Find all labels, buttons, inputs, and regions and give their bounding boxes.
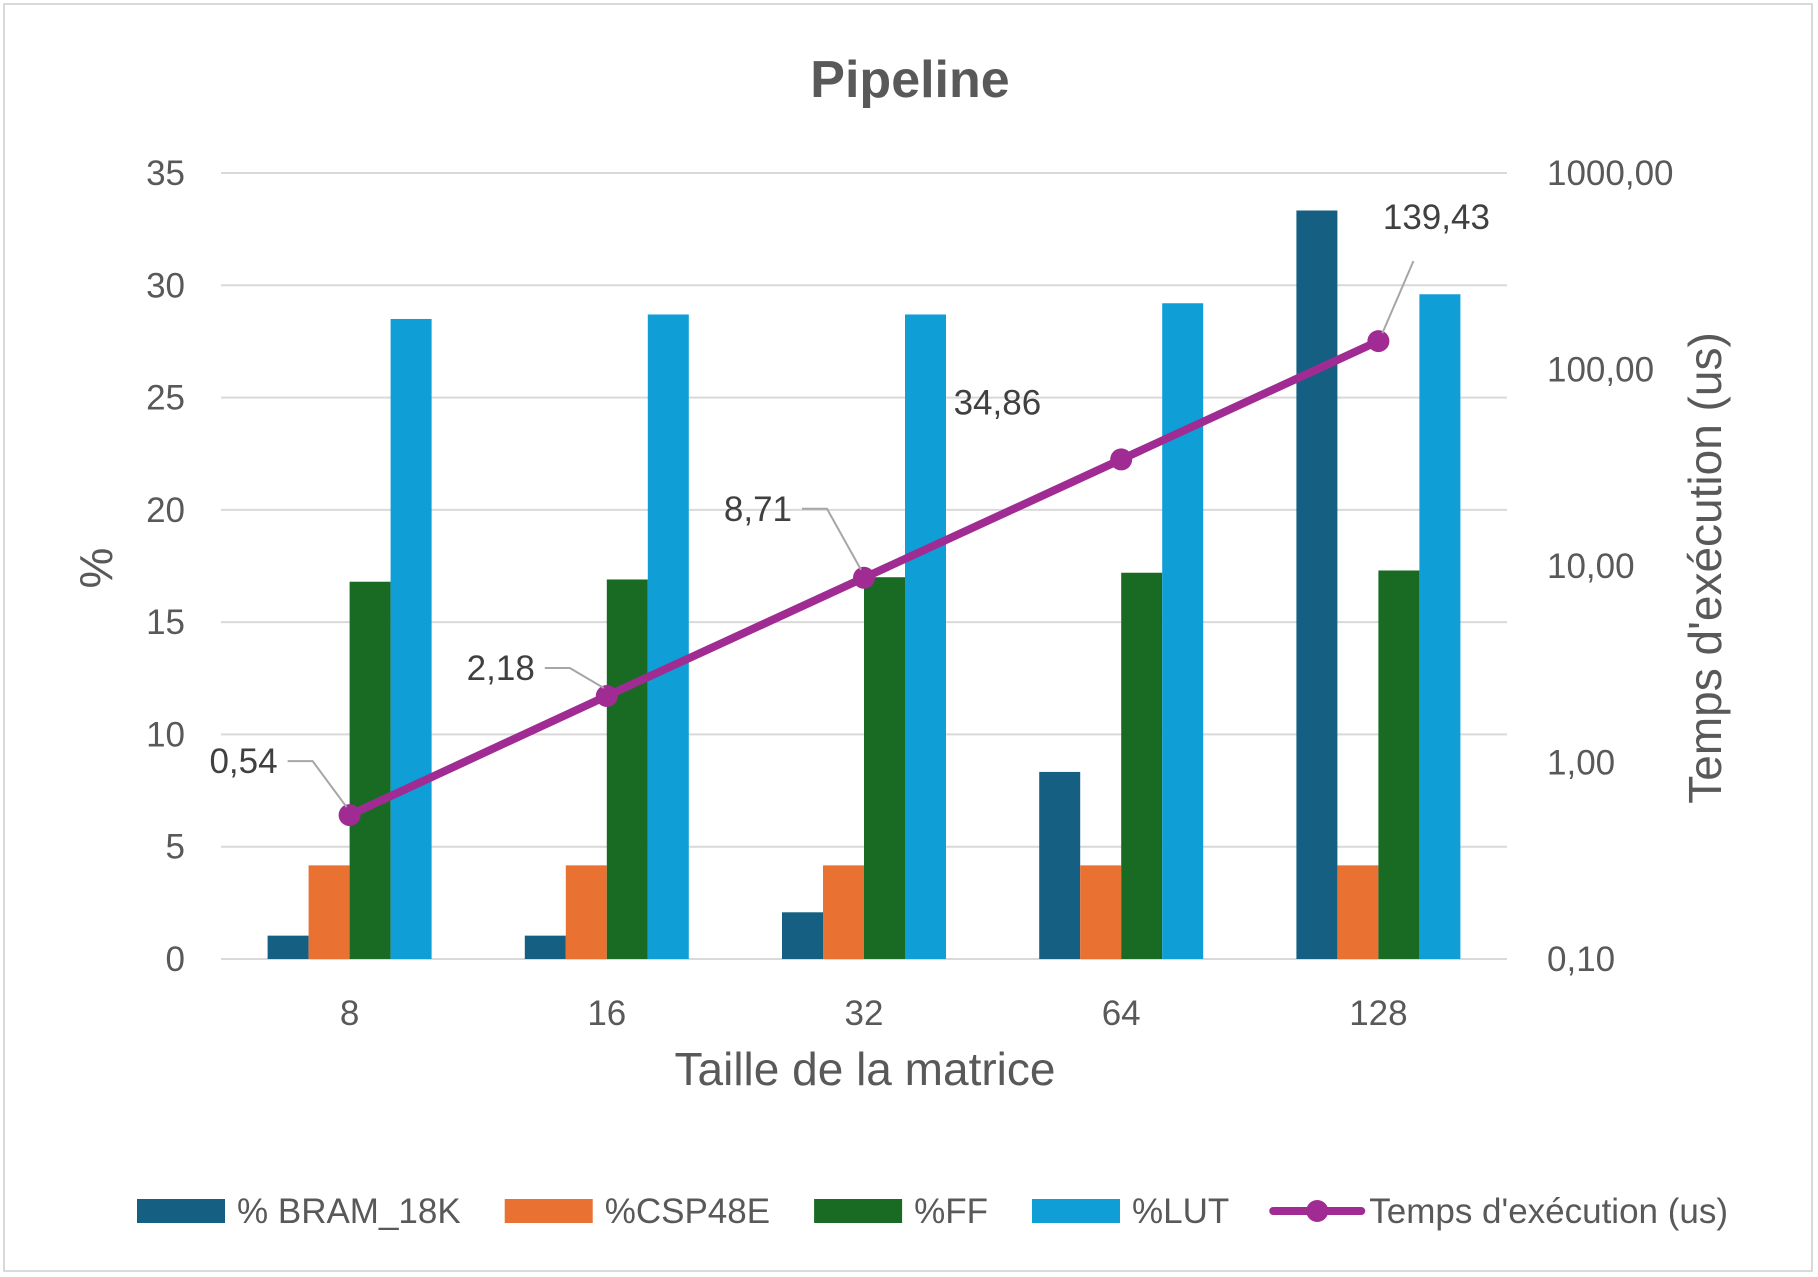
data-label-leader <box>544 666 605 689</box>
legend-swatch <box>504 1199 593 1223</box>
y2-tick-label: 1000,00 <box>1547 154 1674 193</box>
legend-label: %CSP48E <box>605 1192 770 1231</box>
data-label: 139,43 <box>1383 198 1490 237</box>
chart-title: Pipeline <box>810 51 1009 109</box>
data-label: 0,54 <box>209 742 277 781</box>
line-point <box>338 804 361 827</box>
legend-swatch <box>814 1199 903 1223</box>
y2-tick-label: 100,00 <box>1547 351 1654 390</box>
legend-swatch <box>1031 1199 1120 1223</box>
bar <box>565 865 607 959</box>
line-point <box>1367 330 1390 353</box>
bar <box>1039 771 1081 959</box>
bar <box>905 314 946 960</box>
chart-frame: Pipeline 0 5 10 15 20 25 30 35 0,10 1,00 10,00 100… <box>3 3 1813 1272</box>
legend-label: Temps d'exécution (us) <box>1369 1192 1728 1231</box>
y-tick-label: 20 <box>146 491 185 530</box>
legend-swatch <box>137 1199 225 1223</box>
bar <box>1162 303 1204 959</box>
y2-axis-title: Temps d'exécution (us) <box>1679 332 1731 804</box>
x-tick-label: 32 <box>845 994 884 1033</box>
data-label-leader <box>802 507 862 571</box>
x-tick-label: 128 <box>1349 994 1407 1033</box>
bar <box>1296 210 1338 960</box>
y-axis-title: % <box>70 548 122 589</box>
bar <box>1121 572 1163 959</box>
bar <box>1337 865 1379 959</box>
legend: % BRAM_18K %CSP48E %FF %LUT Temps d'exécutio… <box>137 1192 1728 1231</box>
bar <box>782 912 823 959</box>
x-tick-label: 8 <box>340 994 359 1033</box>
data-labels-group: 0,54 2,18 8,71 34,86 139,43 <box>209 198 1490 808</box>
chart-svg: Pipeline 0 5 10 15 20 25 30 35 0,10 1,00 10,00 100… <box>70 51 1731 1231</box>
bar <box>1378 570 1420 959</box>
bars-group <box>267 210 1461 960</box>
x-tick-label: 16 <box>587 994 626 1033</box>
line-point <box>853 566 875 589</box>
line-series-group <box>338 330 1390 827</box>
data-label: 8,71 <box>724 490 792 529</box>
bar <box>1080 865 1122 959</box>
bar <box>823 865 864 959</box>
data-label: 34,86 <box>954 383 1042 422</box>
x-axis-ticks: 8 16 32 64 128 <box>340 994 1408 1033</box>
bar <box>524 935 566 959</box>
data-label-leader <box>287 760 348 808</box>
y2-tick-label: 1,00 <box>1547 744 1615 783</box>
left-axis-ticks: 0 5 10 15 20 25 30 35 <box>146 154 185 979</box>
line-point <box>1110 448 1133 471</box>
right-axis-ticks: 0,10 1,00 10,00 100,00 1000,00 <box>1547 154 1674 979</box>
legend-label: %FF <box>914 1192 988 1231</box>
y-tick-label: 30 <box>146 266 185 305</box>
bar <box>267 935 309 959</box>
data-label-leader <box>1381 260 1415 334</box>
y-tick-label: 15 <box>146 603 185 642</box>
x-axis-title: Taille de la matrice <box>675 1043 1056 1095</box>
legend-marker <box>1306 1200 1329 1222</box>
y-tick-label: 0 <box>166 940 185 979</box>
x-tick-label: 64 <box>1102 994 1141 1033</box>
data-label: 2,18 <box>467 649 535 688</box>
bar <box>864 577 905 959</box>
y-tick-label: 10 <box>146 715 185 754</box>
y-tick-label: 35 <box>146 154 185 193</box>
y2-tick-label: 0,10 <box>1547 940 1615 979</box>
bar <box>349 581 391 959</box>
y-tick-label: 5 <box>166 828 185 867</box>
legend-label: % BRAM_18K <box>237 1192 461 1231</box>
bar <box>1419 294 1461 960</box>
y-tick-label: 25 <box>146 379 185 418</box>
bar <box>390 318 432 959</box>
line-point <box>595 684 618 707</box>
bar <box>308 865 350 959</box>
legend-label: %LUT <box>1132 1192 1229 1231</box>
y2-tick-label: 10,00 <box>1547 547 1635 586</box>
bar <box>647 314 689 960</box>
bar <box>606 579 648 959</box>
